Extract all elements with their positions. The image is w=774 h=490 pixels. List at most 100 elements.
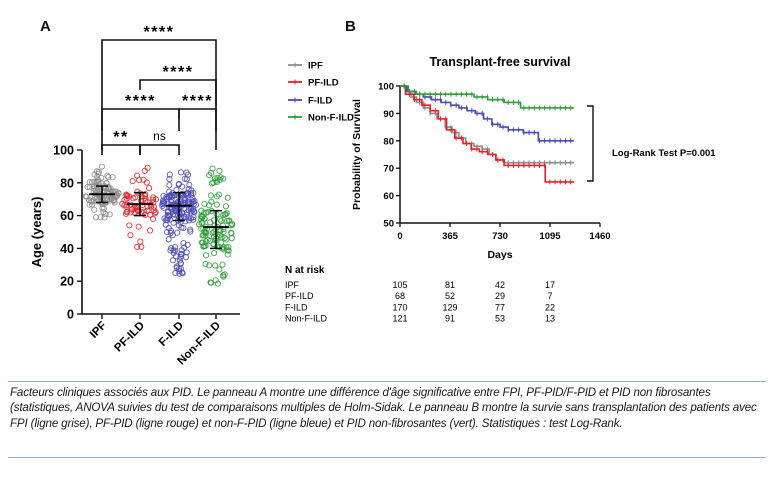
panel-a-x-tick-label: IPF — [88, 320, 109, 341]
data-point — [208, 198, 215, 205]
data-point — [178, 224, 185, 231]
data-point — [216, 176, 223, 183]
data-point — [207, 192, 215, 199]
data-point — [176, 268, 183, 275]
data-point — [223, 236, 230, 243]
panel-b-y-tick-label: 60 — [383, 191, 394, 202]
data-point — [224, 251, 231, 258]
data-point — [141, 167, 148, 174]
caption-box: Facteurs cliniques associés aux PID. Le … — [8, 381, 766, 458]
significance-label: ns — [153, 129, 166, 143]
survival-curve-pf-ild — [400, 85, 574, 183]
data-point — [105, 174, 112, 181]
data-point — [203, 252, 210, 259]
data-point — [115, 189, 122, 196]
data-point — [98, 174, 105, 181]
data-point — [92, 214, 99, 221]
data-point — [172, 244, 179, 251]
survival-curve-f-ild — [400, 85, 574, 142]
data-point — [220, 246, 227, 253]
data-point — [99, 205, 106, 212]
data-point — [89, 201, 96, 208]
data-point — [109, 174, 116, 181]
data-point — [207, 279, 214, 286]
data-point — [138, 243, 145, 250]
data-point — [106, 211, 113, 218]
risk-table-cell: 81 — [445, 280, 455, 290]
figure-caption: Facteurs cliniques associés aux PID. Le … — [10, 386, 757, 430]
log-rank-annotation: Log-Rank Test P=0.001 — [612, 148, 716, 159]
data-point — [100, 189, 107, 196]
data-point — [184, 192, 192, 199]
data-point — [119, 200, 126, 207]
data-point — [135, 177, 143, 184]
data-point — [177, 169, 185, 176]
panel-a-x-tick-label: F-ILD — [157, 320, 186, 349]
data-point — [149, 215, 157, 222]
panel-a-letter: A — [40, 18, 51, 35]
data-point — [177, 251, 185, 258]
panel-b-y-tick-label: 50 — [383, 219, 394, 230]
data-point — [135, 223, 142, 230]
data-point — [184, 171, 192, 178]
data-point — [215, 191, 222, 198]
panel-b-x-tick-label: 1095 — [539, 231, 561, 242]
data-point — [126, 222, 133, 229]
data-point — [181, 175, 188, 182]
data-point — [101, 214, 108, 221]
data-point — [152, 209, 159, 216]
data-point — [144, 207, 151, 214]
data-point — [183, 176, 190, 183]
data-point — [183, 249, 190, 256]
data-point — [176, 257, 183, 264]
data-point — [111, 196, 118, 203]
panel-b-y-tick-label: 100 — [378, 82, 394, 93]
data-point — [93, 178, 100, 185]
panel-a-y-tick-label: 40 — [60, 242, 74, 256]
panel-a-x-tick-label: PF-ILD — [112, 320, 147, 355]
panel-b-x-tick-label: 365 — [442, 231, 459, 242]
panel-a-y-tick-label: 100 — [53, 144, 74, 158]
data-point — [228, 235, 235, 242]
panel-b-y-tick-label: 80 — [383, 136, 394, 147]
data-point — [224, 194, 231, 201]
data-point — [104, 172, 111, 179]
data-point — [86, 184, 93, 191]
data-point — [129, 178, 136, 185]
data-point — [161, 200, 168, 207]
data-point — [108, 195, 115, 202]
data-point — [220, 211, 227, 218]
data-point — [133, 243, 141, 251]
data-point — [229, 221, 236, 228]
data-point — [161, 215, 168, 222]
significance-bracket — [101, 144, 141, 155]
data-point — [217, 174, 224, 181]
data-point — [209, 165, 216, 172]
panel-b-x-tick-label: 1460 — [589, 231, 610, 242]
data-point — [93, 168, 100, 175]
data-point — [167, 247, 174, 254]
data-point — [111, 199, 118, 206]
risk-table-cell: 129 — [442, 302, 457, 312]
panel-a-y-tick-label: 20 — [60, 275, 74, 289]
data-point — [184, 241, 191, 248]
panel-b-x-axis-label: Days — [487, 249, 512, 261]
risk-table-cell: 77 — [495, 302, 505, 312]
data-point — [98, 163, 105, 170]
data-point — [164, 209, 171, 216]
significance-bracket — [139, 79, 217, 106]
data-point — [127, 232, 134, 239]
risk-table-cell: 170 — [392, 302, 407, 312]
data-point — [130, 195, 137, 202]
data-point — [142, 195, 149, 202]
data-point — [150, 194, 157, 201]
data-point — [170, 257, 177, 264]
data-point — [84, 183, 91, 190]
data-point — [209, 229, 216, 236]
data-point — [166, 182, 173, 189]
risk-table-cell: 91 — [445, 314, 455, 324]
risk-table-cell: 13 — [545, 314, 555, 324]
risk-table-row-label: F-ILD — [285, 302, 308, 312]
data-point — [173, 186, 180, 193]
panel-b-x-tick-label: 730 — [492, 231, 508, 242]
